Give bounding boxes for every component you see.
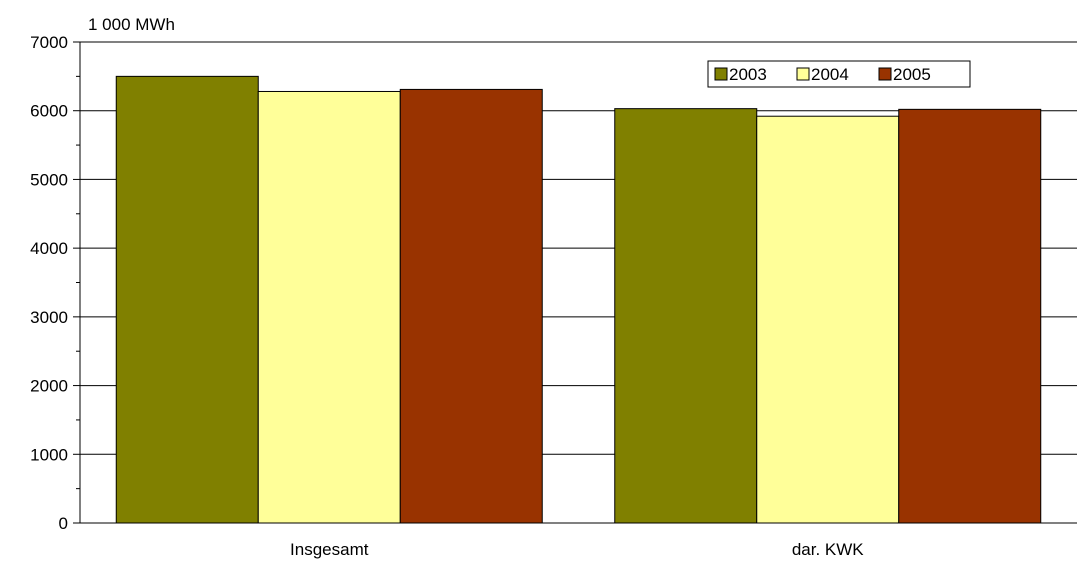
y-tick-label: 6000 bbox=[30, 102, 68, 121]
bars bbox=[115, 75, 1042, 524]
legend-swatch-2004 bbox=[796, 67, 810, 81]
legend-swatch-2005 bbox=[878, 67, 892, 81]
bar-2003-1 bbox=[115, 75, 259, 524]
bar-2004-2 bbox=[756, 115, 900, 524]
y-tick-label: 4000 bbox=[30, 239, 68, 258]
y-tick-label: 7000 bbox=[30, 33, 68, 52]
y-tick-label: 2000 bbox=[30, 377, 68, 396]
legend-label-2005: 2005 bbox=[893, 65, 931, 84]
legend-swatch-2003 bbox=[714, 67, 728, 81]
y-tick-label: 3000 bbox=[30, 308, 68, 327]
y-axis-ticks: 0 1000 2000 3000 4000 5000 6000 7000 bbox=[30, 33, 80, 533]
x-category-label: Insgesamt bbox=[290, 540, 369, 559]
x-category-label: dar. KWK bbox=[792, 540, 864, 559]
legend-label-2003: 2003 bbox=[729, 65, 767, 84]
legend-box bbox=[707, 60, 971, 88]
y-tick-label: 0 bbox=[59, 514, 68, 533]
y-axis-unit-label: 1 000 MWh bbox=[88, 15, 175, 34]
bar-2004-1 bbox=[257, 90, 401, 524]
bar-2005-1 bbox=[399, 88, 543, 524]
y-tick-label: 1000 bbox=[30, 445, 68, 464]
x-axis-categories: Insgesamt dar. KWK bbox=[290, 540, 864, 559]
y-tick-label: 5000 bbox=[30, 170, 68, 189]
bar-2005-2 bbox=[898, 108, 1042, 524]
legend: 2003 2004 2005 bbox=[707, 60, 971, 88]
legend-label-2004: 2004 bbox=[811, 65, 849, 84]
bar-2003-2 bbox=[614, 108, 758, 524]
